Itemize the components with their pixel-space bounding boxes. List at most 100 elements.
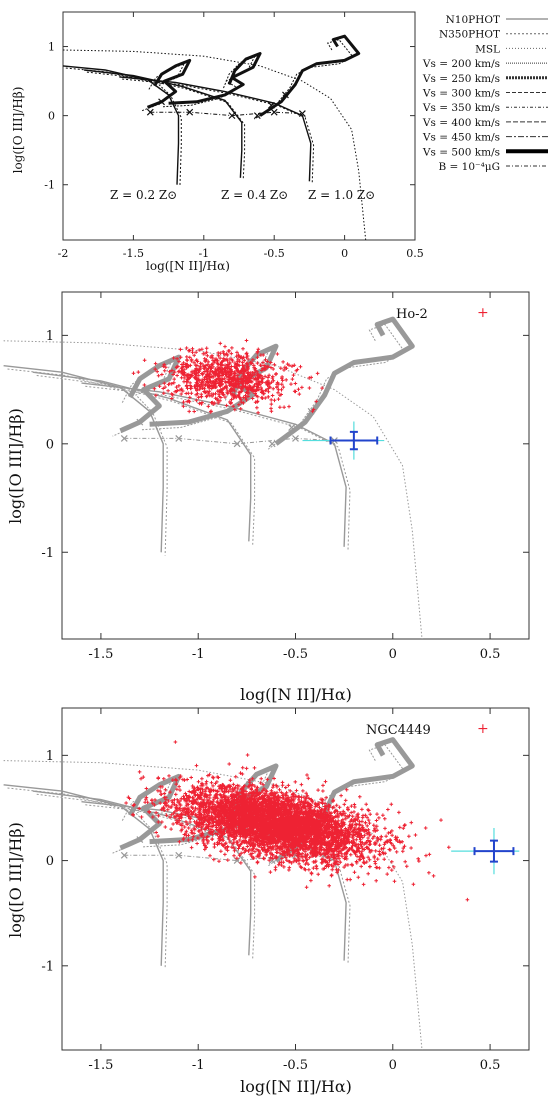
b-field-marker <box>136 418 144 426</box>
y-tick-label: 1 <box>48 40 55 53</box>
b-field-marker <box>267 101 275 109</box>
n10phot-curve <box>3 784 164 966</box>
x-tick-label: -1.5 <box>88 647 113 662</box>
b-field-marker <box>228 112 236 120</box>
legend-entry-label: Vs = 500 km/s <box>422 146 500 158</box>
n350phot-curve <box>65 67 182 187</box>
msl-curve <box>3 340 423 640</box>
shock-model-curve <box>141 62 186 112</box>
b-field-marker <box>146 108 154 116</box>
panel-bottom: -1.5 -1 -0.5 0 0.5 1 0 -1 NGC4449 + log([N II]/… <box>3 707 530 1096</box>
b-field-marker <box>282 91 289 99</box>
n10phot-curve <box>32 371 252 542</box>
legend-entry-label: Vs = 250 km/s <box>422 73 500 85</box>
legend-entry-label: Vs = 300 km/s <box>422 88 500 100</box>
plot-frame <box>62 11 416 241</box>
legend-entry-label: N10PHOT <box>446 14 500 26</box>
y-axis-label: log([O III]/Hβ) <box>6 822 25 938</box>
error-bar <box>329 430 379 451</box>
x-tick-label: 0.5 <box>480 647 501 662</box>
x-tick-label: -1 <box>198 247 209 260</box>
error-bar <box>473 839 515 863</box>
b-field-marker <box>136 836 144 843</box>
legend-label-ho2: Ho-2 <box>396 307 428 322</box>
legend-entry-label: Vs = 400 km/s <box>422 117 500 129</box>
plot-frame <box>61 707 530 1051</box>
n10phot-curve <box>84 69 243 178</box>
n10phot-curve <box>81 382 347 547</box>
b-field-marker <box>288 424 296 431</box>
x-tick-label: -1.5 <box>88 1058 113 1073</box>
y-tick-label: -1 <box>44 179 55 192</box>
x-tick-label: -1.5 <box>123 247 144 260</box>
y-tick-label: -1 <box>41 546 54 561</box>
y-tick-label: -1 <box>41 959 54 974</box>
x-tick-label: -2 <box>58 247 69 260</box>
shock-model-curve <box>112 361 172 437</box>
b-field-marker <box>268 440 276 448</box>
b-field-marker <box>175 434 183 442</box>
b-field-marker <box>233 440 241 448</box>
shock-model-curve <box>119 773 182 851</box>
n350phot-curve <box>85 804 351 964</box>
legend-entry-label: Vs = 350 km/s <box>422 102 500 114</box>
y-tick-label: 0 <box>46 854 54 869</box>
legend: N10PHOT N350PHOT MSL Vs = 200 km/s Vs = 250 … <box>422 14 548 173</box>
y-tick-label: 1 <box>46 329 54 344</box>
x-tick-label: -0.5 <box>264 247 285 260</box>
legend-entry-label: B = 10⁻⁴μG <box>438 161 500 173</box>
b-field-marker <box>292 434 299 442</box>
n10phot-curve <box>119 76 312 182</box>
b-field-marker <box>270 108 278 116</box>
b-field-curve <box>150 111 303 117</box>
legend-entry-label: MSL <box>475 43 500 55</box>
annotation-z02: Z = 0.2 Z⊙ <box>110 188 177 202</box>
x-tick-label: 0 <box>389 647 397 662</box>
panel-middle: -1.5 -1 -0.5 0 0.5 1 0 -1 Ho-2 + log([N II]/Hα)… <box>3 291 530 704</box>
b-field-marker <box>253 112 261 120</box>
x-tick-label: -0.5 <box>283 1058 308 1073</box>
y-tick-label: 0 <box>46 437 54 452</box>
n350phot-curve <box>7 368 168 556</box>
msl-curve <box>62 49 367 241</box>
y-axis-label: log([O III]/Hβ) <box>11 87 25 174</box>
legend-entry-label: Vs = 450 km/s <box>422 132 500 144</box>
data-point-cloud <box>124 740 470 902</box>
x-tick-label: 0.5 <box>480 1058 501 1073</box>
shock-model-curve <box>168 52 262 105</box>
shock-model-curve <box>259 34 361 117</box>
data-point-cloud <box>131 338 324 415</box>
shock-model-curve <box>274 316 415 446</box>
b-field-marker <box>186 108 194 116</box>
b-field-marker <box>120 434 128 442</box>
legend-entry-label: N350PHOT <box>439 29 500 41</box>
b-field-marker <box>298 110 306 117</box>
panel-top: -2 -1.5 -1 -0.5 0 0.5 1 0 -1 log([N II]/Hα) log(… <box>11 11 548 273</box>
n350phot-curve <box>36 793 256 959</box>
x-tick-label: -1 <box>192 647 205 662</box>
x-axis-label: log([N II]/Hα) <box>240 685 352 704</box>
x-tick-label: 0.5 <box>406 247 424 260</box>
annotation-z10: Z = 1.0 Z⊙ <box>308 188 375 202</box>
x-tick-label: -1 <box>192 1058 205 1073</box>
plot-frame <box>61 291 530 640</box>
y-axis-label: log([O III]/Hβ) <box>6 408 25 524</box>
n350phot-curve <box>7 787 168 970</box>
x-tick-label: 0 <box>341 247 348 260</box>
shock-model-curve <box>162 55 256 108</box>
shock-model-curve <box>268 323 406 450</box>
x-axis-label: log([N II]/Hα) <box>146 259 230 273</box>
y-tick-label: 0 <box>48 109 55 122</box>
b-field-marker <box>120 851 128 859</box>
x-tick-label: 0 <box>389 1058 397 1073</box>
shock-model-curve <box>254 39 354 120</box>
b-field-marker <box>175 851 183 859</box>
n350phot-curve <box>36 375 256 545</box>
y-tick-label: 1 <box>46 749 54 764</box>
annotation-z04: Z = 0.4 Z⊙ <box>221 188 288 202</box>
legend-marker: + <box>477 721 489 737</box>
b-field-curve <box>124 437 335 445</box>
x-tick-label: -0.5 <box>283 647 308 662</box>
legend-label-ngc4449: NGC4449 <box>366 723 431 738</box>
n350phot-curve <box>86 71 246 180</box>
